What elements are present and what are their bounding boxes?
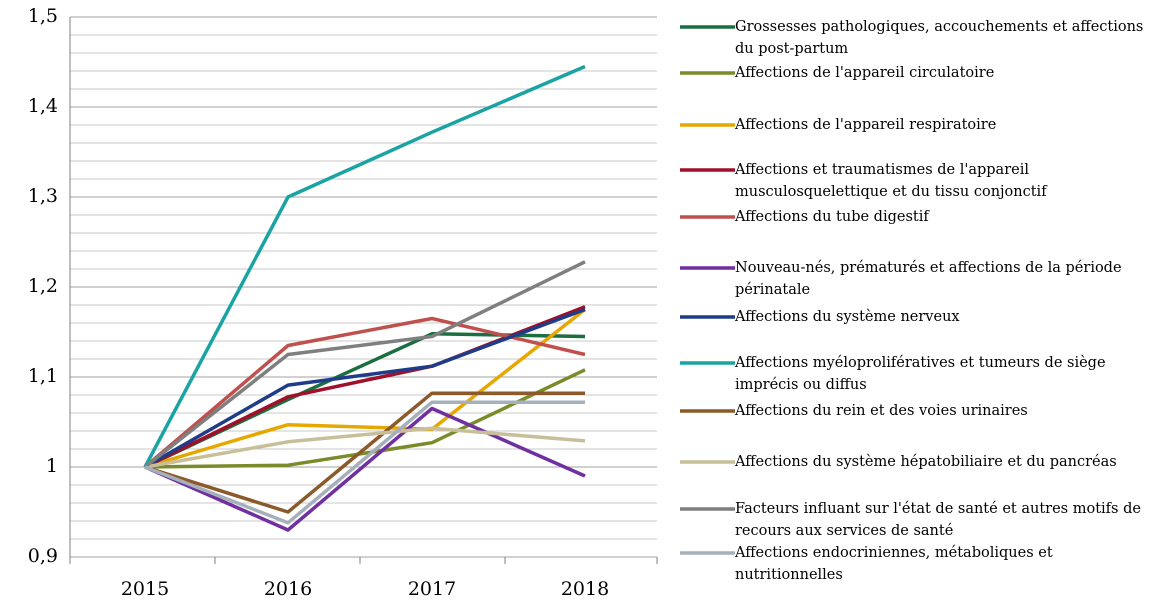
line-series: [144, 400, 585, 525]
legend-label: Nouveau-nés, prématurés et affections de…: [735, 260, 1122, 298]
line-series: [144, 426, 586, 469]
legend-label: Grossesses pathologiques, accouchements …: [735, 19, 1144, 57]
x-tick-label: 2017: [408, 578, 456, 600]
legend-label: Affections du système nerveux: [735, 309, 960, 325]
x-tick-label: 2016: [264, 578, 312, 600]
x-tick-label: 2015: [121, 578, 169, 600]
line-series: [143, 260, 586, 469]
line-series: [144, 391, 585, 514]
legend-label: Affections de l'appareil circulatoire: [735, 65, 995, 81]
y-tick-label: 1,4: [28, 95, 58, 117]
legend-label: Affections du système hépatobiliaire et …: [735, 454, 1117, 470]
y-tick-label: 1,2: [28, 275, 58, 297]
legend-label: Affections endocriniennes, métaboliques …: [735, 545, 1053, 583]
x-tick-label: 2018: [561, 578, 609, 600]
line-series: [144, 406, 586, 532]
line-series: [144, 368, 586, 469]
y-tick-label: 0,9: [28, 545, 58, 567]
line-series: [144, 308, 587, 469]
line-series: [143, 64, 586, 468]
y-tick-label: 1,5: [28, 5, 58, 27]
line-series: [144, 307, 586, 469]
legend-label: Facteurs influant sur l'état de santé et…: [735, 501, 1141, 539]
legend-label: Affections myéloprolifératives et tumeur…: [735, 355, 1106, 393]
legend-label: Affections et traumatismes de l'appareil…: [735, 162, 1047, 200]
y-tick-label: 1: [46, 455, 58, 477]
legend-label: Affections de l'appareil respiratoire: [735, 117, 997, 133]
y-tick-label: 1,1: [28, 365, 58, 387]
legend-label: Affections du rein et des voies urinaire…: [735, 403, 1028, 419]
y-tick-label: 1,3: [28, 185, 58, 207]
legend-label: Affections du tube digestif: [735, 209, 929, 225]
